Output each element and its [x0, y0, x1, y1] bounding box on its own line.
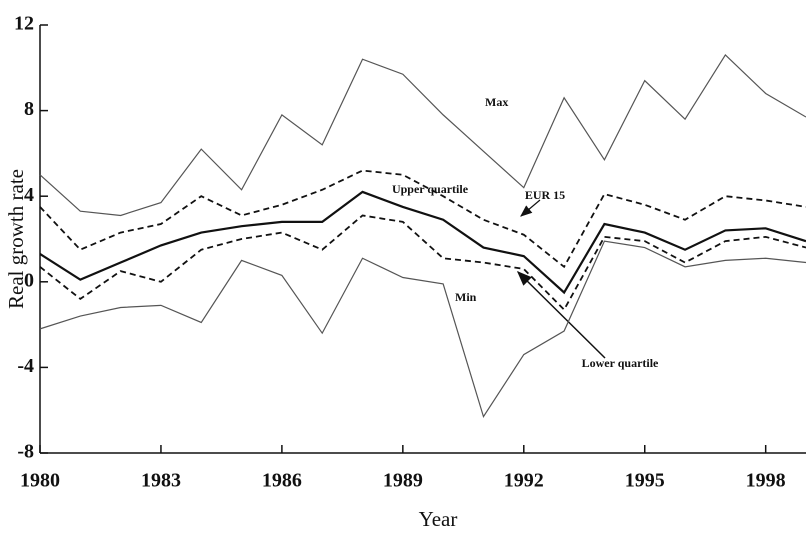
- series-label: Min: [455, 290, 477, 304]
- x-axis-title: Year: [419, 507, 458, 531]
- series-line: [39, 54, 806, 217]
- y-tick-label: -4: [17, 355, 34, 377]
- y-tick-label: 0: [24, 269, 34, 291]
- y-axis-title: Real growth rate: [4, 169, 28, 309]
- series-line: [39, 214, 806, 312]
- annotation-arrow: [516, 270, 606, 359]
- series-line: [39, 240, 806, 419]
- x-tick-label: 1995: [625, 470, 665, 492]
- series-label: EUR 15: [525, 188, 565, 202]
- y-tick-label: 4: [24, 184, 34, 206]
- series-label: Upper quartile: [392, 182, 469, 196]
- series-label: Max: [485, 95, 508, 109]
- series-label: Lower quartile: [582, 356, 659, 370]
- series-line: [39, 190, 806, 295]
- annotation-arrow: [520, 199, 541, 217]
- x-tick-label: 1983: [141, 470, 181, 492]
- y-tick-label: 8: [24, 98, 34, 120]
- x-tick-label: 1992: [504, 470, 544, 492]
- x-tick-label: 1986: [262, 470, 302, 492]
- x-tick-label: 1980: [20, 470, 60, 492]
- y-tick-label: 12: [14, 13, 34, 35]
- y-tick-label: -8: [17, 441, 34, 463]
- series-line: [39, 169, 806, 269]
- x-tick-label: 1989: [383, 470, 423, 492]
- x-tick-label: 1998: [746, 470, 786, 492]
